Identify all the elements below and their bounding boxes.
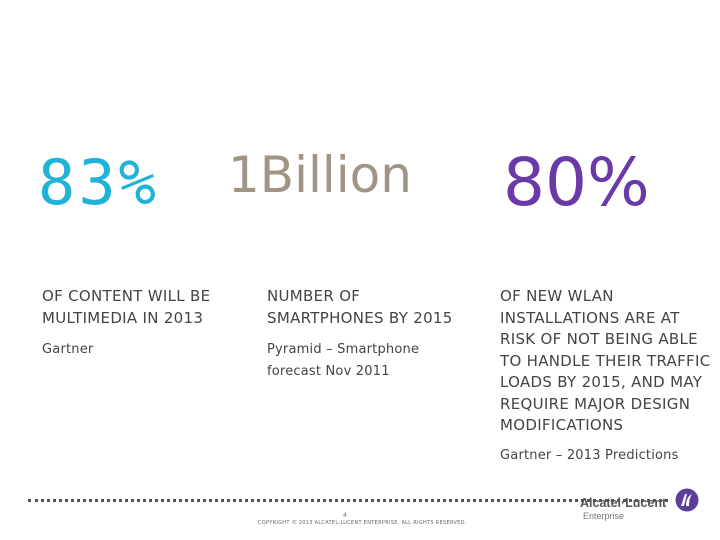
logo-subtitle: Enterprise: [583, 511, 625, 521]
stat-headline: OF NEW WLAN INSTALLATIONS ARE AT RISK OF…: [500, 287, 711, 434]
stat-value-wlan: 80%: [503, 144, 650, 221]
copyright-notice: COPYRIGHT © 2013 ALCATEL-LUCENT ENTERPRI…: [258, 520, 467, 526]
stat-column-smartphones: NUMBER OF SMARTPHONES BY 2015 Pyramid – …: [267, 286, 477, 382]
logo-name: Alcatel·Lucent: [580, 496, 667, 510]
stat-column-content: OF CONTENT WILL BE MULTIMEDIA IN 2013 Ga…: [42, 286, 242, 361]
company-logo: Alcatel·Lucent Enterprise: [580, 486, 700, 526]
stat-headline: NUMBER OF SMARTPHONES BY 2015: [267, 287, 453, 327]
alcatel-lucent-logo-icon: [675, 488, 699, 512]
footer-divider: [28, 499, 668, 502]
stat-source: Gartner: [42, 342, 94, 357]
stat-value-smartphones: 1Billion: [228, 146, 412, 204]
page-number: 4: [343, 512, 347, 519]
stat-value-content: 83%: [38, 146, 159, 219]
stat-source: Gartner – 2013 Predictions: [500, 447, 679, 463]
stat-source: Pyramid – Smartphone forecast Nov 2011: [267, 342, 420, 379]
stat-headline: OF CONTENT WILL BE MULTIMEDIA IN 2013: [42, 287, 211, 327]
stat-column-wlan: OF NEW WLAN INSTALLATIONS ARE AT RISK OF…: [500, 286, 715, 466]
